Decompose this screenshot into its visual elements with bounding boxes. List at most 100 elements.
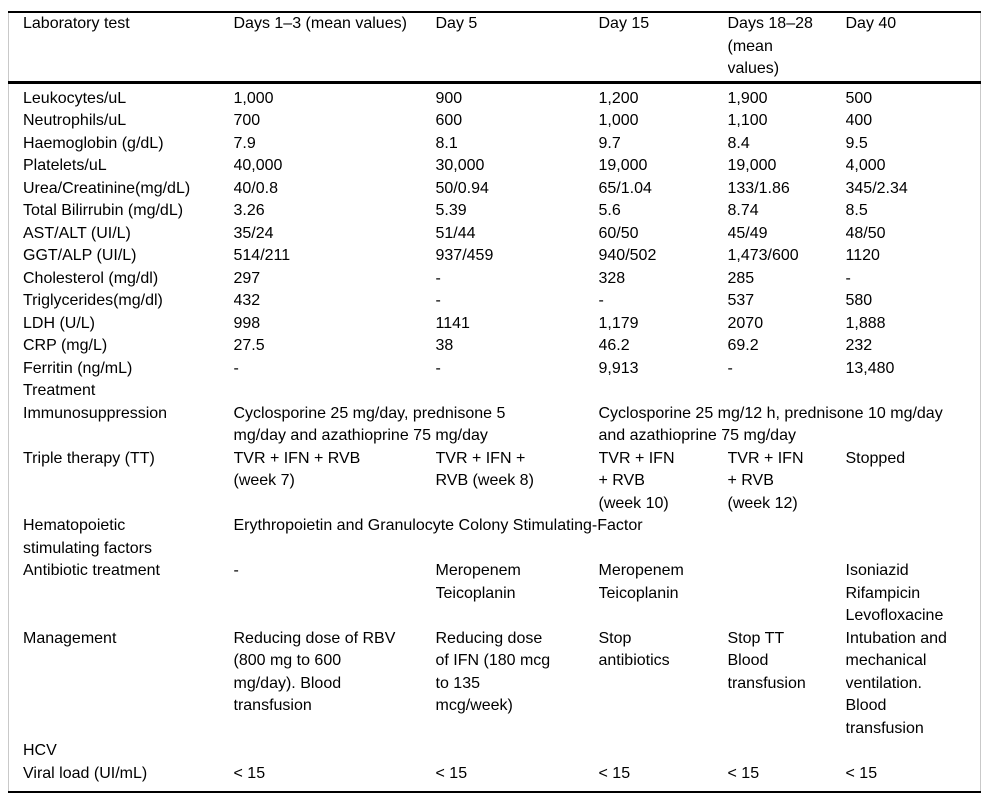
- value-cell: 5.39: [435, 202, 467, 219]
- value-cell: 50/0.94: [435, 179, 489, 197]
- value-cell: 9.5: [845, 134, 868, 152]
- row-label: Haemoglobin (g/dL): [23, 134, 164, 152]
- value-cell: 3.26: [233, 202, 265, 219]
- value-cell: Isoniazid Rifampicin Levofloxacine: [845, 562, 944, 624]
- value-cell: 4,000: [845, 157, 886, 174]
- value-cell: 1120: [845, 247, 880, 264]
- value-cell: 1,000: [598, 112, 639, 129]
- value-cell: 46.2: [598, 337, 630, 354]
- value-cell: Cyclosporine 25 mg/12 h, prednisone 10 m…: [598, 404, 943, 445]
- value-cell: 2070: [727, 314, 764, 332]
- value-cell: 40,000: [233, 157, 283, 174]
- value-cell: Erythropoietin and Granulocyte Colony St…: [233, 517, 643, 534]
- value-cell: < 15: [435, 762, 599, 793]
- value-cell: 998: [233, 314, 261, 332]
- row-label: Management: [23, 629, 117, 647]
- value-cell: TVR + IFN + RVB (week 12): [727, 449, 804, 512]
- value-cell: 900: [435, 89, 463, 107]
- row-label: GGT/ALP (UI/L): [23, 247, 137, 264]
- section-label: Treatment: [23, 382, 96, 399]
- value-cell: Stopped: [845, 449, 906, 467]
- column-header-day-5: Day 5: [435, 12, 599, 84]
- lab-results-table: Laboratory test Days 1–3 (mean values) D…: [8, 11, 981, 793]
- column-header-day-15: Day 15: [598, 12, 728, 84]
- value-cell: 1,100: [727, 112, 768, 129]
- table-row-ferritin: Ferritin (ng/mL) - - 9,913 - 13,480: [9, 358, 981, 381]
- row-label: Total Bilirrubin (mg/dL): [23, 202, 184, 219]
- value-cell: 38: [435, 337, 454, 354]
- column-header-laboratory-test: Laboratory test: [8, 12, 234, 84]
- value-cell: 45/49: [727, 224, 768, 242]
- table-row-management: Management Reducing dose of RBV (800 mg …: [9, 628, 981, 741]
- row-label: Urea/Creatinine(mg/dL): [23, 179, 191, 197]
- value-cell: 5.6: [598, 202, 621, 219]
- row-label: Hematopoietic stimulating factors: [23, 517, 152, 557]
- value-cell: < 15: [845, 762, 981, 793]
- value-cell: -: [598, 292, 604, 309]
- column-header-days-1-3: Days 1–3 (mean values): [233, 12, 436, 84]
- table-row-platelets: Platelets/uL 40,000 30,000 19,000 19,000…: [9, 155, 981, 178]
- value-cell: 297: [233, 269, 261, 287]
- value-cell: 1,200: [598, 89, 639, 107]
- value-cell: 345/2.34: [845, 179, 908, 197]
- column-header-day-40: Day 40: [845, 12, 981, 84]
- table-row-viral-load: Viral load (UI/mL) < 15 < 15 < 15 < 15 <…: [8, 762, 981, 793]
- row-label: Triple therapy (TT): [23, 449, 155, 467]
- section-row-treatment: Treatment: [9, 380, 981, 403]
- value-cell: -: [845, 269, 851, 287]
- row-label: Cholesterol (mg/dl): [23, 269, 159, 287]
- value-cell: 69.2: [727, 337, 759, 354]
- value-cell: 1,179: [598, 314, 639, 332]
- value-cell: 9,913: [598, 359, 639, 377]
- value-cell: 940/502: [598, 247, 657, 264]
- value-cell: 514/211: [233, 247, 291, 264]
- value-cell: -: [233, 359, 239, 377]
- value-cell: 8.74: [727, 202, 759, 219]
- value-cell: 40/0.8: [233, 179, 278, 197]
- value-cell: < 15: [727, 762, 846, 793]
- section-label: HCV: [23, 742, 57, 759]
- value-cell: -: [435, 269, 441, 287]
- value-cell: 580: [845, 292, 873, 309]
- table-row-neutrophils: Neutrophils/uL 700 600 1,000 1,100 400: [9, 110, 981, 133]
- row-label: CRP (mg/L): [23, 337, 108, 354]
- table-row-hematopoietic-factors: Hematopoietic stimulating factors Erythr…: [9, 515, 981, 560]
- value-cell: Stop antibiotics: [598, 629, 670, 670]
- row-label: Platelets/uL: [23, 157, 107, 174]
- value-cell: -: [435, 359, 441, 377]
- header-row: Laboratory test Days 1–3 (mean values) D…: [8, 12, 981, 84]
- row-label: Immunosuppression: [23, 404, 168, 422]
- row-label: AST/ALT (UI/L): [23, 224, 131, 242]
- value-cell: 30,000: [435, 157, 485, 174]
- value-cell: 133/1.86: [727, 179, 790, 197]
- table-row-antibiotic-treatment: Antibiotic treatment - Meropenem Teicopl…: [9, 560, 981, 628]
- table-row-crp: CRP (mg/L) 27.5 38 46.2 69.2 232: [9, 335, 981, 358]
- value-cell: TVR + IFN + RVB (week 8): [435, 449, 534, 490]
- value-cell: 328: [598, 269, 626, 287]
- table-row-immunosuppression: Immunosuppression Cyclosporine 25 mg/day…: [9, 403, 981, 448]
- value-cell: 500: [845, 89, 873, 107]
- value-cell: [728, 560, 846, 628]
- value-cell: 1,000: [233, 89, 274, 107]
- lab-results-table-wrap: Laboratory test Days 1–3 (mean values) D…: [8, 11, 981, 793]
- value-cell: 285: [727, 269, 755, 287]
- table-row-triglycerides: Triglycerides(mg/dl) 432 - - 537 580: [9, 290, 981, 313]
- table-row-ggt-alp: GGT/ALP (UI/L) 514/211 937/459 940/502 1…: [9, 245, 981, 268]
- row-label: LDH (U/L): [23, 314, 96, 332]
- row-label: Ferritin (ng/mL): [23, 359, 133, 377]
- value-cell: < 15: [598, 762, 728, 793]
- row-label: Neutrophils/uL: [23, 112, 127, 129]
- value-cell: 1,473/600: [727, 247, 799, 264]
- row-label: Leukocytes/uL: [23, 89, 127, 107]
- table-row-leukocytes: Leukocytes/uL 1,000 900 1,200 1,900 500: [9, 82, 981, 110]
- row-label: Antibiotic treatment: [23, 562, 160, 579]
- value-cell: 1,888: [845, 314, 886, 332]
- value-cell: 1141: [435, 314, 470, 332]
- value-cell: Meropenem Teicoplanin: [598, 562, 684, 602]
- value-cell: Reducing dose of IFN (180 mcg to 135 mcg…: [435, 629, 551, 715]
- value-cell: -: [435, 292, 441, 309]
- value-cell: 537: [727, 292, 755, 309]
- column-header-days-18-28: Days 18–28 (mean values): [727, 12, 846, 84]
- value-cell: 600: [435, 112, 463, 129]
